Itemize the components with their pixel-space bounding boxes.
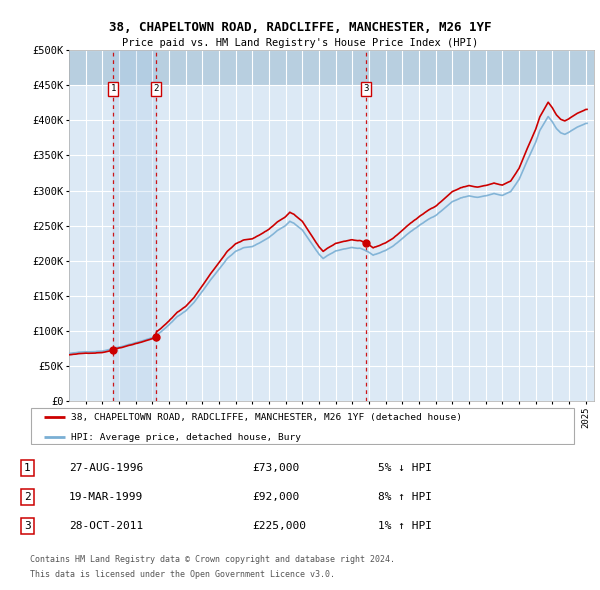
Text: 1: 1 — [110, 84, 116, 93]
Text: 27-AUG-1996: 27-AUG-1996 — [69, 463, 143, 473]
Text: Contains HM Land Registry data © Crown copyright and database right 2024.: Contains HM Land Registry data © Crown c… — [30, 555, 395, 563]
Text: 28-OCT-2011: 28-OCT-2011 — [69, 522, 143, 531]
FancyBboxPatch shape — [31, 408, 574, 444]
Text: £73,000: £73,000 — [252, 463, 299, 473]
Text: £225,000: £225,000 — [252, 522, 306, 531]
Text: Price paid vs. HM Land Registry's House Price Index (HPI): Price paid vs. HM Land Registry's House … — [122, 38, 478, 48]
Text: This data is licensed under the Open Government Licence v3.0.: This data is licensed under the Open Gov… — [30, 570, 335, 579]
Text: 3: 3 — [364, 84, 368, 93]
Text: 8% ↑ HPI: 8% ↑ HPI — [378, 492, 432, 502]
Text: £92,000: £92,000 — [252, 492, 299, 502]
Text: 2: 2 — [24, 492, 31, 502]
Text: 38, CHAPELTOWN ROAD, RADCLIFFE, MANCHESTER, M26 1YF (detached house): 38, CHAPELTOWN ROAD, RADCLIFFE, MANCHEST… — [71, 413, 462, 422]
Text: 3: 3 — [24, 522, 31, 531]
Text: 2: 2 — [153, 84, 158, 93]
Text: 38, CHAPELTOWN ROAD, RADCLIFFE, MANCHESTER, M26 1YF: 38, CHAPELTOWN ROAD, RADCLIFFE, MANCHEST… — [109, 21, 491, 34]
Text: 5% ↓ HPI: 5% ↓ HPI — [378, 463, 432, 473]
Bar — [113, 50, 156, 401]
Text: 19-MAR-1999: 19-MAR-1999 — [69, 492, 143, 502]
Text: HPI: Average price, detached house, Bury: HPI: Average price, detached house, Bury — [71, 432, 301, 441]
Text: 1: 1 — [24, 463, 31, 473]
Text: 1% ↑ HPI: 1% ↑ HPI — [378, 522, 432, 531]
